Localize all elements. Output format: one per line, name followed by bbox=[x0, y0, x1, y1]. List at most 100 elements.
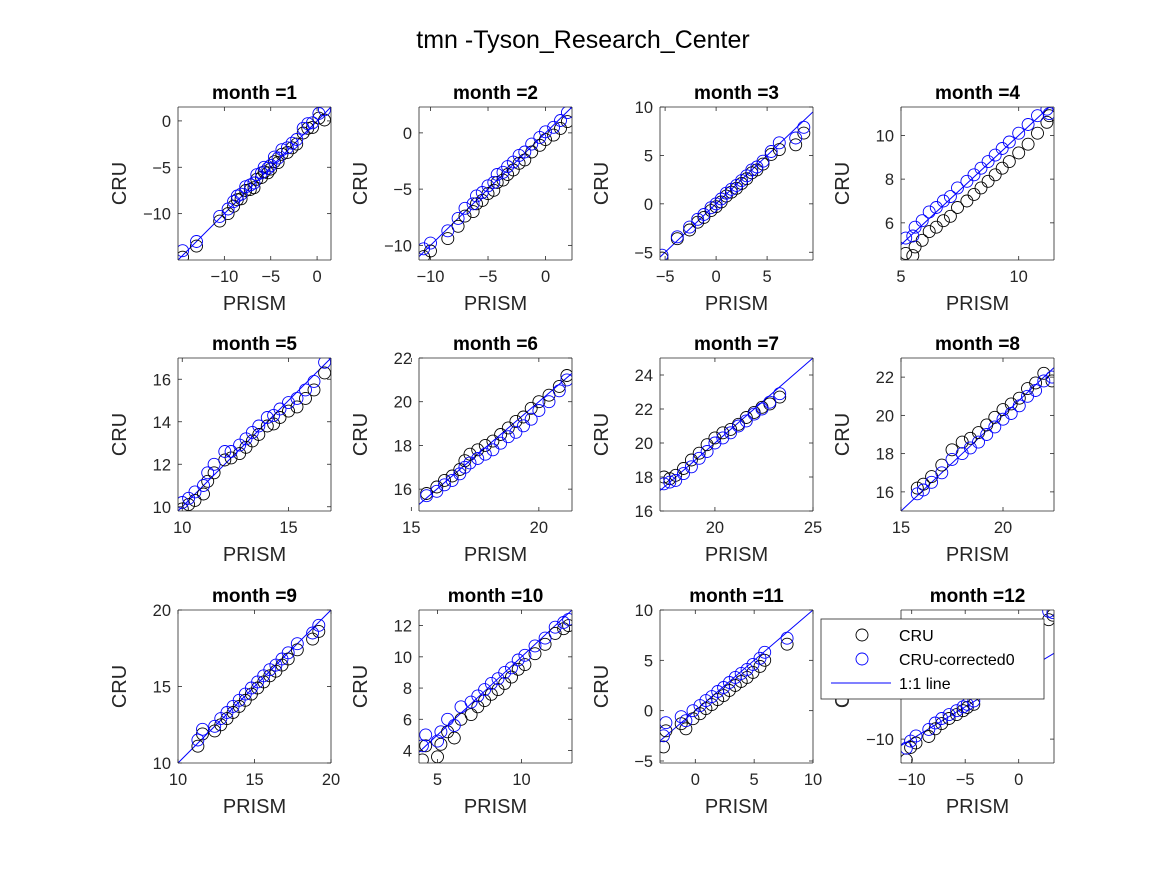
y-tick-label: 16 bbox=[394, 481, 412, 499]
y-tick-label: 16 bbox=[635, 503, 653, 521]
corrected-point bbox=[509, 425, 523, 439]
cru-point bbox=[1029, 376, 1043, 390]
panel-title: month =1 bbox=[212, 83, 297, 104]
corrected-point bbox=[282, 396, 295, 410]
x-tick-label: 5 bbox=[763, 268, 772, 286]
x-axis-label: PRISM bbox=[464, 796, 527, 818]
corrected-point bbox=[660, 729, 670, 743]
corrected-point bbox=[942, 708, 956, 722]
corrected-point bbox=[524, 412, 538, 426]
cru-point bbox=[552, 379, 566, 393]
cru-point bbox=[739, 411, 753, 424]
plot-content bbox=[419, 107, 572, 260]
x-tick-label: −5 bbox=[956, 771, 975, 789]
cru-point bbox=[974, 181, 988, 195]
y-tick-label: 10 bbox=[153, 499, 171, 517]
y-tick-label: 22 bbox=[635, 401, 653, 419]
plot-content bbox=[901, 366, 1054, 511]
x-tick-label: 10 bbox=[512, 771, 530, 789]
corrected-point bbox=[935, 466, 949, 480]
corrected-point bbox=[943, 190, 957, 204]
y-tick-label: 10 bbox=[876, 127, 894, 145]
y-tick-label: −5 bbox=[634, 753, 653, 771]
corrected-point bbox=[201, 466, 215, 480]
legend-label: 1:1 line bbox=[899, 676, 951, 693]
panel-title: month =12 bbox=[930, 586, 1026, 607]
y-tick-label: −10 bbox=[866, 731, 894, 749]
corrected-point bbox=[660, 477, 671, 491]
cru-point bbox=[201, 474, 215, 488]
x-tick-label: 25 bbox=[804, 519, 822, 537]
corrected-point bbox=[709, 197, 723, 211]
cru-point bbox=[735, 177, 749, 190]
corrected-point bbox=[1012, 126, 1026, 140]
x-tick-label: 5 bbox=[433, 771, 442, 789]
corrected-point bbox=[1046, 610, 1054, 620]
legend-marker bbox=[855, 652, 869, 666]
cru-point bbox=[772, 143, 786, 157]
corrected-point bbox=[951, 181, 964, 195]
plot-content bbox=[660, 111, 813, 260]
corrected-point bbox=[950, 704, 964, 718]
cru-point bbox=[1040, 115, 1054, 129]
cru-point bbox=[525, 145, 539, 159]
corrected-point bbox=[190, 235, 203, 248]
corrected-point bbox=[307, 374, 321, 388]
corrected-point bbox=[683, 220, 697, 234]
y-tick-label: 10 bbox=[153, 755, 171, 773]
cru-point bbox=[290, 137, 304, 151]
cru-point bbox=[252, 428, 266, 441]
legend-entry: CRU bbox=[855, 628, 934, 645]
cru-point bbox=[445, 469, 459, 483]
corrected-point bbox=[447, 719, 461, 732]
cru-point bbox=[419, 753, 429, 763]
y-tick-label: 24 bbox=[635, 367, 653, 385]
cru-point bbox=[988, 168, 1002, 182]
panel-title: month =9 bbox=[212, 586, 297, 607]
plot-content bbox=[178, 610, 331, 763]
x-tick-label: 0 bbox=[312, 268, 321, 286]
x-tick-label: −10 bbox=[210, 268, 238, 286]
cru-point bbox=[547, 128, 561, 142]
panel-title: month =2 bbox=[453, 83, 538, 104]
legend-marker bbox=[855, 628, 869, 642]
corrected-point bbox=[306, 116, 319, 130]
corrected-point bbox=[708, 436, 722, 450]
corrected-point bbox=[716, 431, 730, 445]
corrected-point bbox=[670, 230, 684, 244]
y-axis-label: CRU bbox=[109, 413, 131, 456]
x-axis-label: PRISM bbox=[705, 796, 768, 818]
panel-title: month =8 bbox=[935, 334, 1020, 355]
cru-point bbox=[1037, 366, 1051, 380]
cru-point bbox=[910, 481, 924, 495]
corrected-point bbox=[936, 194, 950, 208]
corrected-point bbox=[960, 174, 974, 188]
corrected-point bbox=[196, 722, 209, 736]
x-tick-label: 15 bbox=[892, 519, 910, 537]
cru-point bbox=[928, 722, 942, 736]
y-tick-label: 16 bbox=[153, 371, 171, 389]
y-tick-label: −5 bbox=[393, 181, 412, 199]
corrected-point bbox=[554, 114, 567, 127]
corrected-point bbox=[663, 475, 677, 489]
cru-point bbox=[478, 438, 492, 452]
corrected-point bbox=[281, 646, 295, 660]
corrected-point bbox=[910, 487, 924, 501]
cru-point bbox=[716, 426, 730, 440]
x-axis-label: PRISM bbox=[705, 293, 768, 315]
cru-point bbox=[560, 369, 572, 382]
corrected-point bbox=[312, 618, 326, 632]
plot-content bbox=[660, 358, 813, 491]
x-axis-label: PRISM bbox=[705, 544, 768, 566]
one-to-one-line bbox=[178, 107, 331, 260]
panel-title: month =10 bbox=[448, 586, 544, 607]
corrected-point bbox=[560, 107, 572, 120]
cru-point bbox=[1002, 155, 1016, 169]
corrected-point bbox=[956, 700, 970, 714]
corrected-point bbox=[178, 244, 190, 258]
y-tick-label: −10 bbox=[384, 237, 412, 255]
corrected-point bbox=[735, 174, 749, 188]
y-tick-label: 18 bbox=[876, 446, 894, 464]
corrected-point bbox=[674, 710, 688, 724]
corrected-point bbox=[928, 716, 942, 730]
